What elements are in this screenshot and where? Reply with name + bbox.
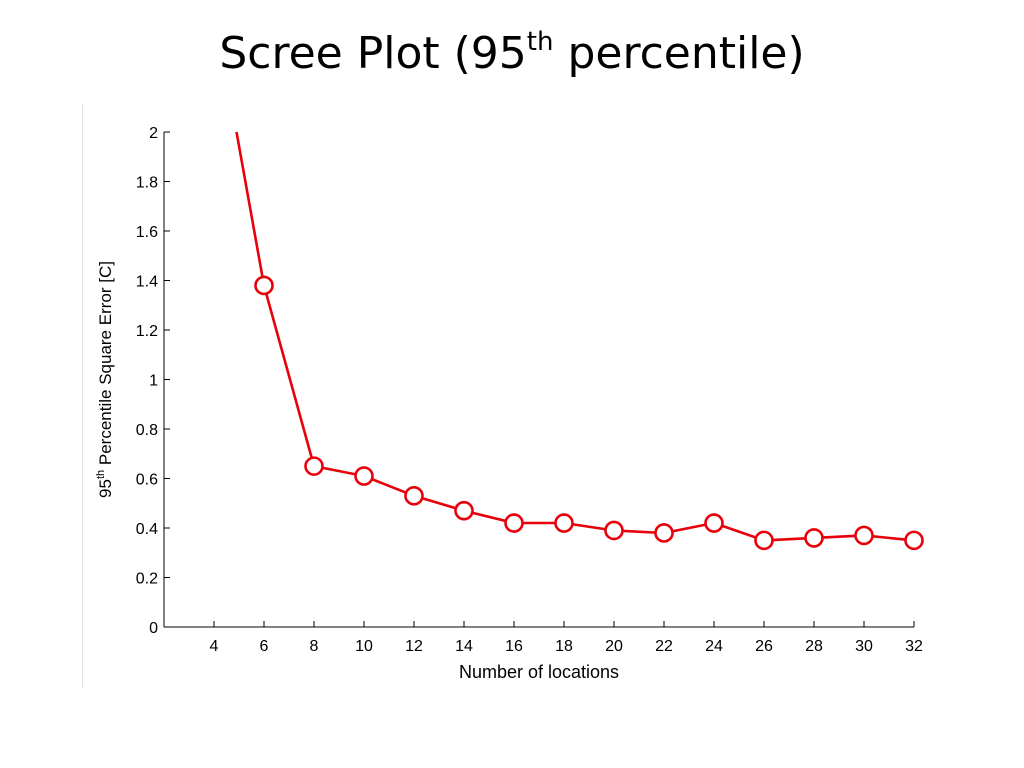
x-tick-label: 10 xyxy=(355,638,373,655)
data-point xyxy=(854,525,874,546)
x-tick-label: 8 xyxy=(310,638,319,655)
data-point xyxy=(304,456,324,476)
data-point xyxy=(754,530,774,551)
y-tick-label: 1 xyxy=(149,373,158,390)
x-tick-label: 18 xyxy=(555,638,573,655)
x-tick-label: 26 xyxy=(755,638,773,655)
x-tick-label: 30 xyxy=(855,638,873,655)
slide-title: Scree Plot (95th percentile) xyxy=(0,28,1024,81)
x-tick-label: 4 xyxy=(210,638,219,655)
chart-series-layer xyxy=(235,131,924,551)
y-tick-label: 1.6 xyxy=(136,224,158,241)
y-tick-label: 0 xyxy=(149,620,158,637)
data-point xyxy=(454,500,474,521)
y-tick-label: 0.8 xyxy=(136,422,158,439)
y-tick-label: 1.2 xyxy=(136,323,158,340)
x-tick-label: 32 xyxy=(905,638,923,655)
chart-ticks: 00.20.40.60.811.21.41.61.824 6 8 10 12 14 16 18… xyxy=(136,125,923,655)
data-point xyxy=(504,513,524,533)
x-tick-label: 20 xyxy=(605,638,623,655)
x-axis-label: Number of locations xyxy=(459,662,619,682)
data-point xyxy=(354,466,374,486)
data-point xyxy=(804,528,824,548)
x-tick-label: 28 xyxy=(805,638,823,655)
data-point xyxy=(654,523,674,543)
y-tick-label: 2 xyxy=(149,125,158,142)
data-point xyxy=(554,513,574,533)
x-tick-label: 24 xyxy=(705,638,723,655)
slide-title-tail: percentile) xyxy=(553,28,805,79)
data-point xyxy=(904,530,924,551)
y-tick-label: 0.4 xyxy=(136,521,158,538)
x-tick-label: 12 xyxy=(405,638,423,655)
x-tick-label: 14 xyxy=(455,638,473,655)
y-axis-label-rest: Percentile Square Error [C] xyxy=(96,261,115,470)
data-point xyxy=(704,513,724,533)
y-tick-label: 1.8 xyxy=(136,175,158,192)
x-tick-label: 22 xyxy=(655,638,673,655)
slide-title-main: Scree Plot (95 xyxy=(219,28,527,79)
data-point xyxy=(404,486,424,506)
y-tick-label: 0.2 xyxy=(136,571,158,588)
x-tick-label: 6 xyxy=(260,638,269,655)
slide-title-superscript: th xyxy=(526,27,554,57)
x-tick-label: 16 xyxy=(505,638,523,655)
data-point xyxy=(254,275,274,296)
data-point xyxy=(604,520,624,541)
y-axis-label-prefix: 95 xyxy=(96,479,115,498)
chart-axes xyxy=(163,132,914,628)
y-tick-label: 1.4 xyxy=(136,274,158,291)
y-axis-label-superscript: th xyxy=(95,470,107,479)
series-line xyxy=(235,131,915,542)
figure-left-border xyxy=(82,104,83,688)
y-tick-label: 0.6 xyxy=(136,472,158,489)
y-axis-label: 95th Percentile Square Error [C] xyxy=(95,261,115,498)
